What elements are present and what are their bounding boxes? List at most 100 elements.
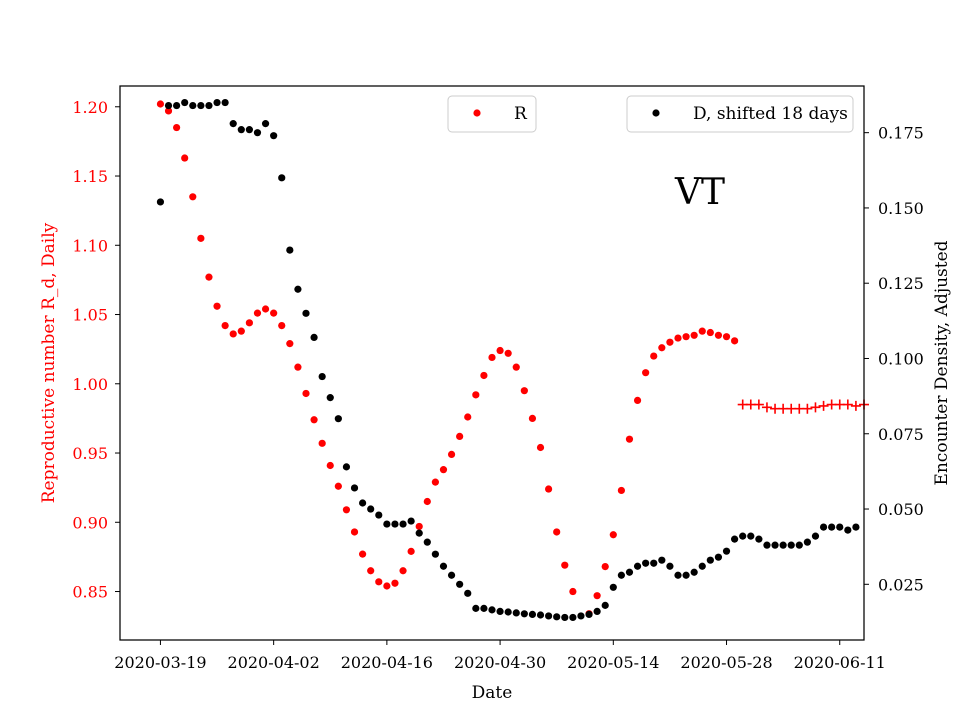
r-point bbox=[682, 333, 690, 341]
y-right-tick-label: 0.150 bbox=[878, 199, 924, 218]
r-point bbox=[706, 328, 714, 337]
d-point bbox=[528, 610, 537, 619]
legend-d-label: D, shifted 18 days bbox=[693, 104, 848, 124]
r-point bbox=[189, 193, 197, 201]
d-point bbox=[399, 520, 407, 528]
r-point bbox=[407, 547, 415, 555]
d-point bbox=[520, 610, 528, 618]
y-right-tick-label: 0.075 bbox=[878, 425, 924, 444]
d-point bbox=[302, 309, 310, 317]
r-point bbox=[383, 582, 391, 590]
d-point bbox=[488, 606, 496, 614]
d-point bbox=[722, 547, 731, 555]
d-point bbox=[625, 568, 634, 576]
y-right-tick-label: 0.175 bbox=[878, 124, 924, 143]
d-point bbox=[164, 101, 173, 110]
d-point bbox=[229, 120, 237, 128]
r-point bbox=[205, 273, 213, 281]
d-point bbox=[819, 523, 828, 531]
r-point bbox=[480, 371, 488, 380]
r-point bbox=[415, 522, 423, 531]
legend-r-label: R bbox=[514, 104, 528, 124]
d-point bbox=[464, 589, 472, 597]
d-point bbox=[787, 541, 795, 549]
legend-r-marker bbox=[473, 109, 481, 117]
d-point bbox=[706, 556, 714, 564]
legend-d-marker bbox=[652, 109, 660, 117]
r-point bbox=[278, 322, 286, 330]
d-point bbox=[771, 541, 779, 549]
r-point bbox=[650, 352, 658, 360]
d-point bbox=[569, 613, 577, 622]
d-point bbox=[205, 101, 213, 110]
d-point bbox=[593, 607, 601, 615]
d-point bbox=[844, 526, 852, 534]
d-point bbox=[674, 571, 682, 579]
y-left-axis-ticks: 0.85 0.90 0.95 1.00 1.05 1.10 1.15 1.20 bbox=[72, 98, 120, 602]
r-point bbox=[237, 327, 245, 335]
legend-d: D, shifted 18 days bbox=[626, 95, 854, 133]
d-point bbox=[755, 535, 763, 543]
d-point bbox=[650, 559, 658, 567]
d-point bbox=[480, 604, 488, 612]
d-point bbox=[577, 612, 585, 620]
series-0 bbox=[156, 100, 739, 618]
d-point bbox=[181, 98, 189, 107]
r-point bbox=[213, 302, 221, 310]
r-point bbox=[464, 413, 472, 421]
x-tick-label: 2020-06-11 bbox=[794, 653, 886, 672]
d-point bbox=[779, 541, 787, 549]
r-point bbox=[181, 154, 189, 162]
d-point bbox=[221, 98, 229, 107]
r-point bbox=[496, 346, 504, 355]
r-point bbox=[504, 349, 512, 357]
d-point bbox=[342, 463, 351, 471]
d-point bbox=[456, 580, 464, 588]
x-tick-label: 2020-03-19 bbox=[114, 653, 206, 672]
d-point bbox=[447, 571, 456, 579]
r-plus-point bbox=[810, 402, 821, 413]
r-point bbox=[310, 416, 318, 424]
d-point bbox=[739, 532, 747, 540]
legend-r: R bbox=[447, 95, 537, 133]
d-point bbox=[698, 562, 706, 570]
r-point bbox=[642, 369, 650, 377]
d-point bbox=[682, 571, 690, 579]
y-left-axis-label: Reproductive number R_d, Daily bbox=[39, 222, 59, 503]
r-point bbox=[512, 363, 520, 371]
x-tick-label: 2020-04-30 bbox=[454, 653, 546, 672]
d-point bbox=[795, 541, 803, 549]
y-left-tick-label: 0.90 bbox=[72, 513, 108, 532]
r-point bbox=[690, 331, 698, 339]
r-point bbox=[447, 450, 456, 459]
r-point bbox=[569, 587, 577, 596]
y-left-tick-label: 1.10 bbox=[72, 236, 108, 255]
d-point bbox=[213, 98, 221, 107]
r-point bbox=[714, 331, 723, 339]
d-point bbox=[334, 415, 342, 423]
r-plus-point bbox=[842, 399, 853, 410]
d-point bbox=[633, 562, 642, 570]
r-point bbox=[350, 528, 359, 536]
d-point bbox=[472, 604, 480, 612]
d-point bbox=[245, 126, 253, 134]
d-point bbox=[512, 609, 520, 617]
d-point bbox=[836, 523, 844, 531]
d-point bbox=[350, 484, 359, 492]
y-right-tick-label: 0.100 bbox=[878, 349, 924, 368]
d-point bbox=[496, 607, 504, 615]
y-right-axis-label: Encounter Density, Adjusted bbox=[932, 240, 952, 485]
r-point bbox=[326, 461, 334, 470]
d-point bbox=[391, 520, 399, 528]
y-left-tick-label: 0.95 bbox=[72, 444, 108, 463]
y-left-tick-label: 1.15 bbox=[72, 167, 108, 186]
d-point bbox=[318, 372, 326, 381]
r-plus-point bbox=[761, 402, 772, 413]
d-point bbox=[561, 613, 569, 622]
r-point bbox=[423, 497, 431, 506]
d-point bbox=[747, 532, 755, 540]
r-point bbox=[472, 391, 480, 399]
r-point bbox=[561, 561, 569, 569]
r-point bbox=[197, 234, 205, 242]
